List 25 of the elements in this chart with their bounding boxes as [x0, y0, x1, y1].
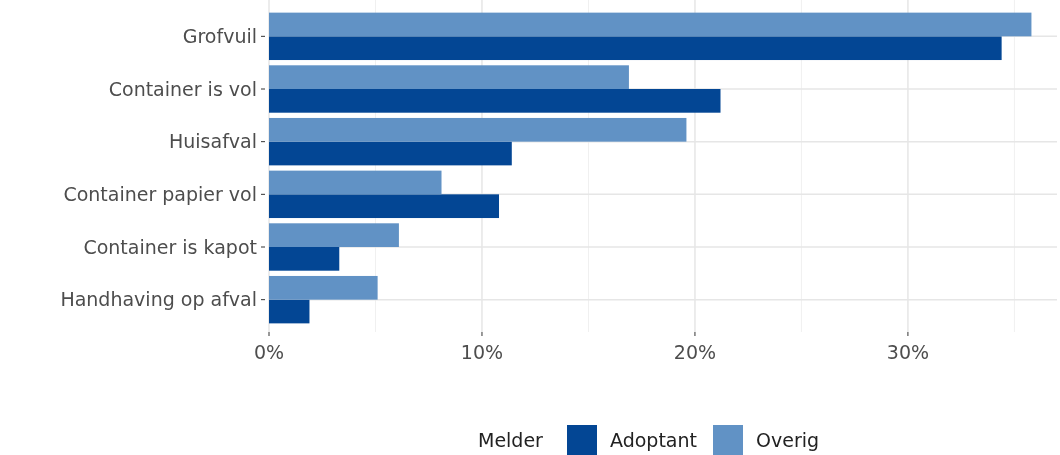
y-tick-label: Container papier vol [63, 182, 257, 205]
legend-title: Melder [478, 428, 544, 451]
y-tick-label: Handhaving op afval [60, 288, 257, 311]
bar [269, 36, 1002, 61]
x-tick-label: 10% [460, 340, 504, 363]
x-tick-label: 20% [673, 340, 717, 363]
bar [269, 141, 512, 166]
bar [269, 247, 340, 271]
x-tick-label: 30% [886, 340, 930, 363]
bar [269, 223, 399, 247]
y-tick-label: Huisafval [168, 130, 257, 153]
bar [269, 117, 687, 142]
bar [269, 299, 310, 324]
legend-label: Overig [756, 428, 820, 451]
y-tick-label: Grofvuil [182, 24, 257, 47]
bar [269, 194, 500, 219]
bar [269, 275, 378, 300]
bar [269, 65, 629, 89]
bar [269, 170, 442, 195]
x-tick-label: 0% [253, 340, 285, 363]
legend-label: Adoptant [610, 428, 697, 451]
y-tick-label: Container is kapot [83, 235, 257, 258]
bar [269, 89, 721, 113]
bar [269, 12, 1032, 37]
y-tick-label: Container is vol [108, 77, 257, 100]
